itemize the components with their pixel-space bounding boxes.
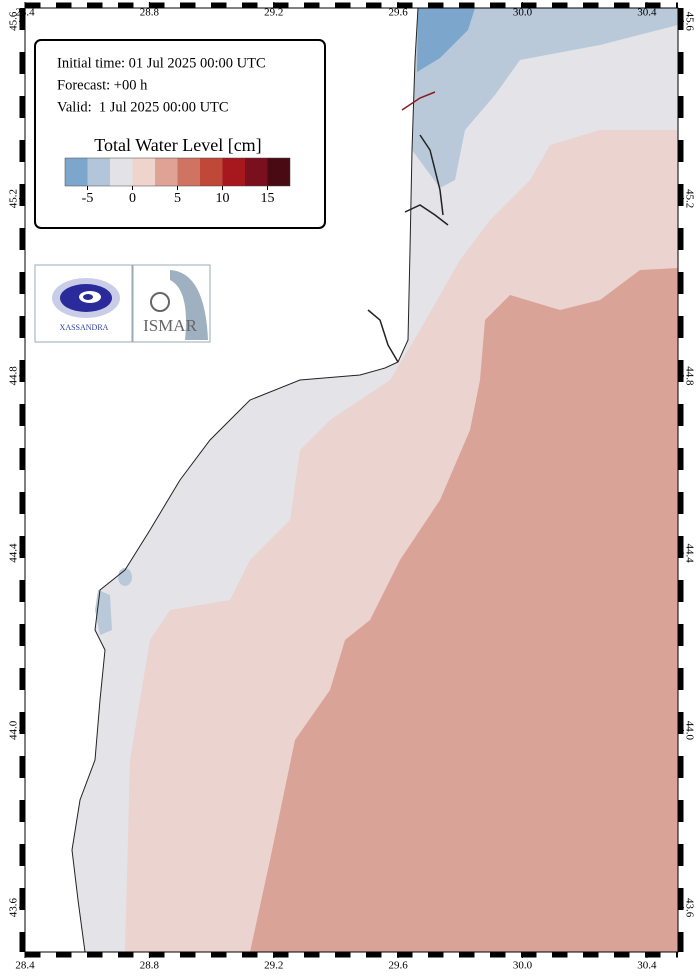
y-tick-label: 45.2 bbox=[683, 189, 695, 208]
y-tick-label: 44.8 bbox=[8, 366, 20, 386]
colorbar-swatch bbox=[245, 158, 268, 186]
colorbar-tick-label: 5 bbox=[174, 191, 181, 206]
valid-time: Valid: 1 Jul 2025 00:00 UTC bbox=[57, 99, 229, 115]
frame bbox=[19, 2, 684, 958]
colorbar-swatch bbox=[267, 158, 290, 186]
colorbar-swatch bbox=[177, 158, 200, 186]
sea-negative-patch bbox=[118, 568, 132, 586]
sea-fields bbox=[72, 8, 678, 952]
x-tick-label: 29.6 bbox=[389, 960, 409, 972]
x-tick-label: 28.4 bbox=[15, 960, 35, 972]
y-tick-label: 45.2 bbox=[8, 189, 20, 208]
info-box: Initial time: 01 Jul 2025 00:00 UTC Fore… bbox=[34, 39, 326, 229]
sea-negative bbox=[412, 8, 678, 188]
x-tick-label: 28.4 bbox=[15, 7, 35, 19]
colorbar-swatch bbox=[222, 158, 245, 186]
colorbar-swatch bbox=[200, 158, 223, 186]
canal-line bbox=[401, 91, 436, 111]
x-tick-label: 30.4 bbox=[637, 960, 657, 972]
y-tick-label: 44.4 bbox=[683, 544, 695, 564]
colorbar-tick-label: -5 bbox=[82, 191, 94, 206]
x-tick-label: 28.8 bbox=[140, 7, 160, 19]
colorbar-swatch bbox=[155, 158, 178, 186]
x-tick-label: 30.0 bbox=[513, 960, 533, 972]
colorbar: -5 0 5 10 15 bbox=[64, 157, 291, 206]
sea-negative-strong bbox=[417, 8, 475, 72]
x-tick-label: 30.4 bbox=[637, 7, 657, 19]
y-tick-label: 44.4 bbox=[8, 543, 20, 563]
axes: 28.4 28.4 28.8 28.8 29.2 29.2 29.6 29.6 30.0 30.0… bbox=[8, 2, 695, 972]
y-tick-label: 44.8 bbox=[683, 366, 695, 386]
colorbar-swatch bbox=[87, 158, 110, 186]
x-tick-label: 30.0 bbox=[513, 7, 533, 19]
forecast: Forecast: +00 h bbox=[57, 77, 148, 93]
colorbar-tick-label: 15 bbox=[261, 191, 275, 206]
sea-positive-strong bbox=[250, 268, 678, 952]
y-tick-label: 44.0 bbox=[8, 720, 20, 740]
initial-time: Initial time: 01 Jul 2025 00:00 UTC bbox=[57, 55, 266, 71]
y-tick-label: 43.6 bbox=[683, 898, 695, 918]
coastline bbox=[71, 7, 419, 953]
logo-wave bbox=[170, 270, 208, 340]
coastline bbox=[71, 7, 449, 953]
logo-mark bbox=[150, 292, 170, 312]
lagoon-line bbox=[419, 134, 444, 216]
y-tick-label: 43.6 bbox=[8, 898, 20, 918]
y-tick-label: 45.6 bbox=[683, 12, 695, 32]
colorbar-swatch bbox=[132, 158, 155, 186]
x-tick-label: 29.2 bbox=[264, 960, 283, 972]
x-tick-label: 28.8 bbox=[140, 960, 160, 972]
colorbar-swatch bbox=[110, 158, 133, 186]
logo-text: ISMAR bbox=[143, 316, 198, 335]
colorbar-swatch bbox=[65, 158, 88, 186]
x-tick-label: 29.2 bbox=[264, 7, 283, 19]
lagoon-line bbox=[367, 309, 399, 363]
x-tick-label: 29.6 bbox=[389, 7, 409, 19]
frame-border bbox=[24, 7, 679, 953]
y-tick-label: 44.0 bbox=[683, 721, 695, 741]
colorbar-title: Total Water Level [cm] bbox=[94, 135, 261, 155]
colorbar-tick-label: 10 bbox=[216, 191, 230, 206]
colorbar-tick-label: 0 bbox=[129, 191, 136, 206]
y-tick-label: 45.6 bbox=[8, 11, 20, 31]
logo-text: XASSANDRA bbox=[60, 323, 109, 332]
sea-negative-patch bbox=[95, 590, 112, 635]
lagoon-line bbox=[404, 204, 449, 226]
logos: XASSANDRA ISMAR bbox=[34, 264, 211, 343]
logo-swirl bbox=[83, 294, 93, 300]
